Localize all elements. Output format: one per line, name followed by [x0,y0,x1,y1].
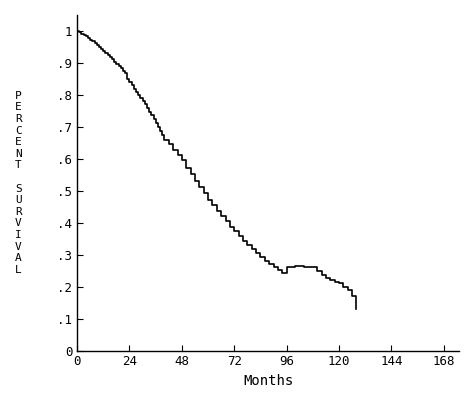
X-axis label: Months: Months [243,374,293,388]
Y-axis label: P
E
R
C
E
N
T
 
S
U
R
V
I
V
A
L: P E R C E N T S U R V I V A L [15,91,22,275]
